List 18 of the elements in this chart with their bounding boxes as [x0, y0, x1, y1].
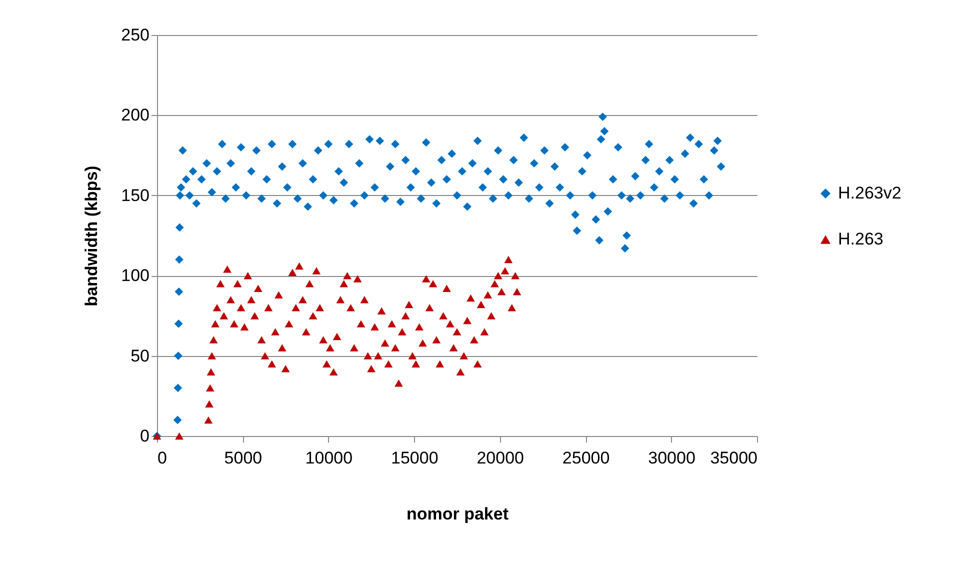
legend-label: H.263v2: [838, 184, 902, 202]
x-axis-title: nomor paket: [406, 504, 509, 524]
y-tick-label: 100: [121, 266, 150, 286]
legend-label: H.263: [838, 230, 884, 248]
x-tick-label: 35000: [710, 448, 758, 468]
y-tick-label: 150: [121, 186, 150, 205]
x-tick-label: 20000: [476, 448, 524, 468]
x-tick-label: 0: [158, 448, 167, 468]
y-axis-title: bandwidth (kbps): [82, 166, 102, 306]
y-tick-label: 250: [121, 26, 150, 44]
x-tick-label: 10000: [305, 448, 353, 468]
y-tick-label: 0: [140, 426, 150, 446]
y-tick-label: 200: [121, 106, 150, 125]
x-tick-label: 25000: [562, 448, 610, 468]
x-tick-label: 15000: [391, 448, 438, 468]
y-tick-label: 50: [130, 346, 150, 366]
x-tick-label: 30000: [648, 448, 696, 468]
x-tick-label: 5000: [224, 448, 262, 468]
